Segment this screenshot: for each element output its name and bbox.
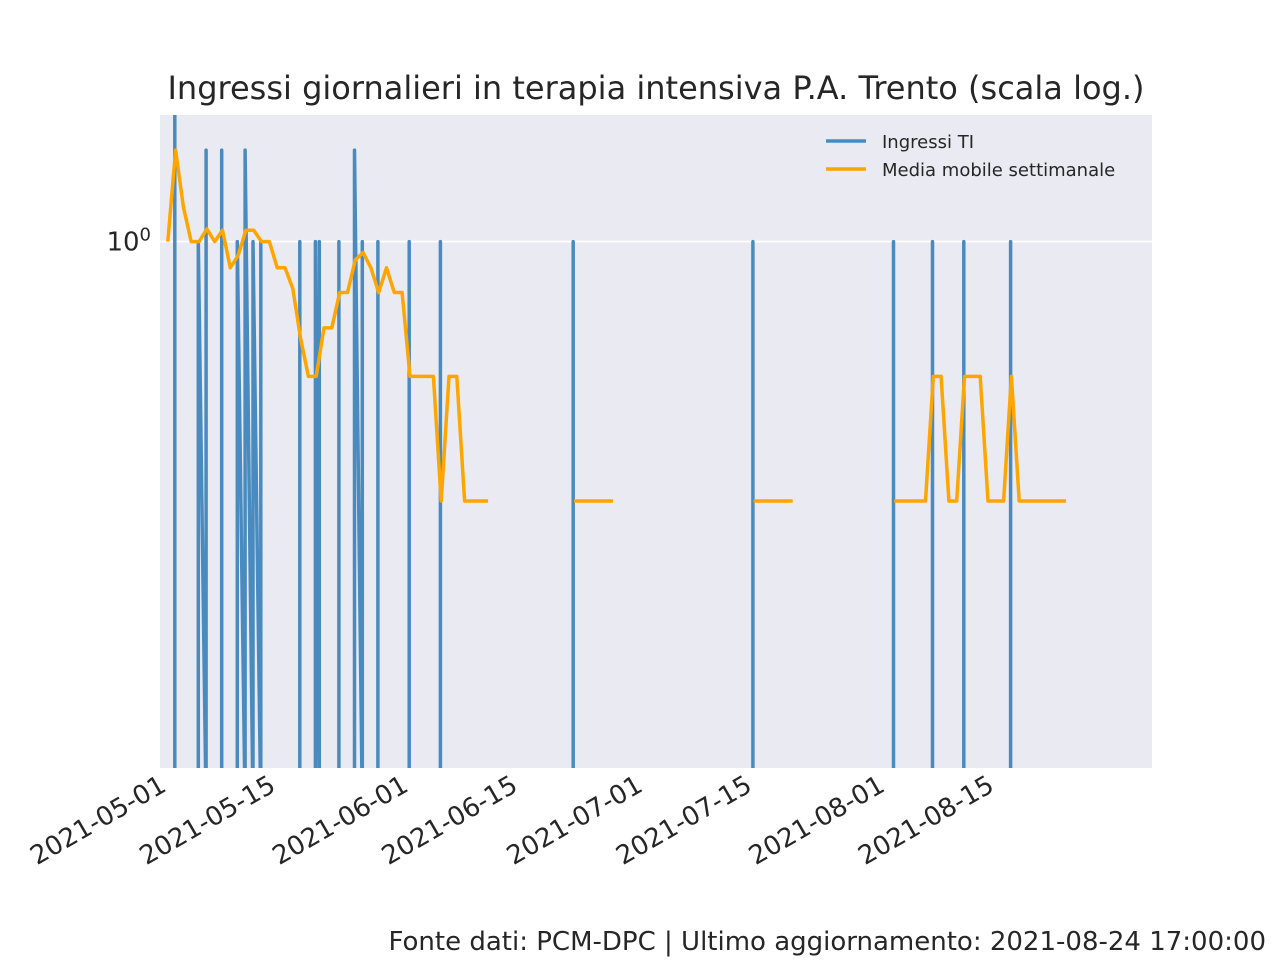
series-line-ingressi-ti	[173, 115, 1013, 768]
plot-area	[160, 115, 1152, 768]
x-axis: 2021-05-012021-05-152021-06-012021-06-15…	[25, 770, 999, 872]
series-layer	[166, 115, 1067, 768]
legend: Ingressi TI Media mobile settimanale	[826, 132, 1115, 181]
legend-label-media-mobile: Media mobile settimanale	[882, 160, 1115, 181]
y-tick-label-0: 100	[106, 225, 151, 258]
chart-title: Ingressi giornalieri in terapia intensiv…	[167, 69, 1144, 107]
y-axis: 100	[106, 225, 151, 258]
series-line-media-mobile	[166, 148, 1067, 503]
legend-label-ingressi: Ingressi TI	[882, 132, 974, 153]
source-note: Fonte dati: PCM-DPC | Ultimo aggiornamen…	[389, 927, 1267, 957]
